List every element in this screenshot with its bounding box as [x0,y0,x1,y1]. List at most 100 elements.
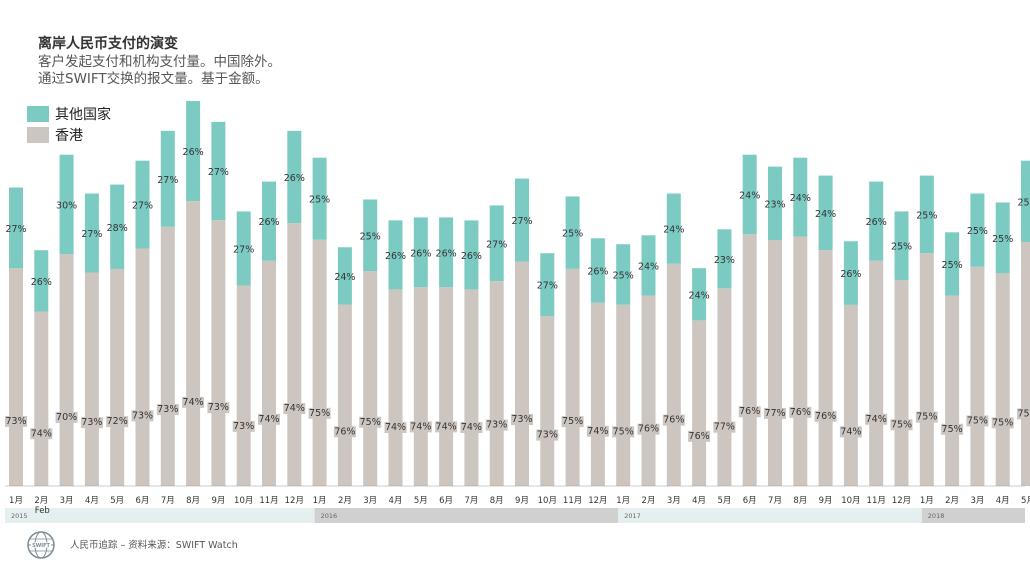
label-bg-hk-19 [485,419,508,431]
label-other-10: 26% [258,217,279,228]
bar-hk-8 [211,220,226,486]
bar-hk-2 [59,254,74,486]
tick-label-28: 5月 [717,496,731,506]
label-bg-hk-7 [182,396,205,408]
bar-hk-28 [717,288,732,486]
tick-label-21: 10月 [538,496,557,506]
label-other-25: 24% [638,261,659,272]
label-other-39: 25% [992,234,1013,245]
label-hk-39: 75% [992,417,1013,428]
label-bg-hk-17 [435,421,458,433]
bar-other-28 [717,229,732,289]
label-other-36: 25% [916,210,937,221]
label-other-22: 25% [562,229,583,240]
bar-other-27 [692,268,707,321]
label-bg-hk-37 [941,423,964,435]
label-bg-hk-38 [966,415,989,427]
tick-label-3: 4月 [85,496,99,506]
label-other-17: 26% [436,248,457,259]
label-bg-hk-32 [814,410,837,422]
bar-other-20 [515,178,529,262]
bar-hk-24 [616,304,631,486]
label-bg-hk-8 [207,402,230,414]
label-hk-19: 73% [486,420,507,431]
label-bg-hk-16 [409,421,432,433]
label-bg-hk-40 [1017,408,1030,420]
tick-label-40: 5月 [1021,496,1030,506]
legend-label-hk: 香港 [55,128,83,144]
label-bg-hk-34 [865,413,888,425]
label-other-18: 26% [461,251,482,262]
label-bg-hk-5 [131,410,154,422]
label-other-28: 23% [714,255,735,266]
bar-hk-14 [363,271,378,486]
bar-hk-0 [9,268,23,486]
label-other-16: 26% [410,248,431,259]
bar-other-37 [945,232,960,296]
legend-label-other: 其他国家 [55,107,111,123]
bar-other-19 [489,205,504,282]
bar-other-17 [439,217,454,288]
year-label-2016: 2016 [321,512,338,520]
bar-hk-15 [388,289,403,486]
label-other-35: 25% [891,242,912,253]
bar-other-6 [160,130,175,227]
label-other-5: 27% [132,201,153,212]
label-hk-37: 75% [942,424,963,435]
year-label-2017: 2017 [624,512,641,520]
bar-other-9 [236,211,251,286]
label-other-12: 25% [309,195,330,206]
tick-label-extra: Feb [35,506,50,516]
bar-other-14 [363,199,378,272]
label-bg-hk-0 [5,415,27,427]
bar-other-1 [34,250,49,312]
label-other-3: 27% [81,229,102,240]
label-bg-hk-11 [283,403,306,415]
bar-hk-23 [590,302,605,486]
bar-hk-37 [945,295,960,486]
bar-hk-26 [666,263,681,486]
label-hk-24: 75% [613,426,634,437]
label-hk-22: 75% [562,416,583,427]
tick-label-1: 2月 [34,496,48,506]
bar-other-4 [110,184,125,269]
label-bg-hk-2 [55,411,78,423]
label-hk-12: 75% [309,408,330,419]
bar-hk-19 [489,281,504,486]
tick-label-32: 9月 [819,496,833,506]
bar-other-7 [186,100,201,202]
label-other-32: 24% [815,209,836,220]
label-hk-9: 73% [233,421,254,432]
tick-label-19: 8月 [490,496,504,506]
bar-hk-9 [236,285,251,486]
tick-label-39: 4月 [996,496,1010,506]
bar-hk-20 [515,261,529,486]
label-other-24: 25% [613,270,634,281]
label-bg-hk-21 [536,429,559,441]
svg-text:SWIFT: SWIFT [32,543,50,549]
label-other-40: 25% [1017,197,1030,208]
tick-label-8: 9月 [211,496,225,506]
label-hk-20: 73% [511,414,532,425]
label-hk-5: 73% [132,410,153,421]
label-other-31: 24% [790,193,811,204]
year-label-2015: 2015 [11,512,28,520]
year-bands: 2015 2016 2017 2018 [5,508,1025,523]
label-hk-14: 75% [360,417,381,428]
year-band-2018 [921,508,1025,523]
label-bg-hk-6 [156,404,179,416]
label-hk-6: 73% [157,404,178,415]
label-other-8: 27% [208,167,229,178]
tick-label-5: 6月 [136,496,150,506]
bar-other-35 [894,211,909,281]
tick-label-11: 12月 [285,496,304,506]
bar-hk-6 [160,226,175,487]
bar-other-22 [565,196,580,269]
label-other-27: 24% [689,290,710,301]
label-other-21: 27% [537,281,558,292]
label-other-37: 25% [942,260,963,271]
label-hk-32: 76% [815,411,836,422]
tick-label-26: 3月 [667,496,681,506]
bars-layer [9,100,1030,487]
label-bg-hk-10 [258,413,280,425]
